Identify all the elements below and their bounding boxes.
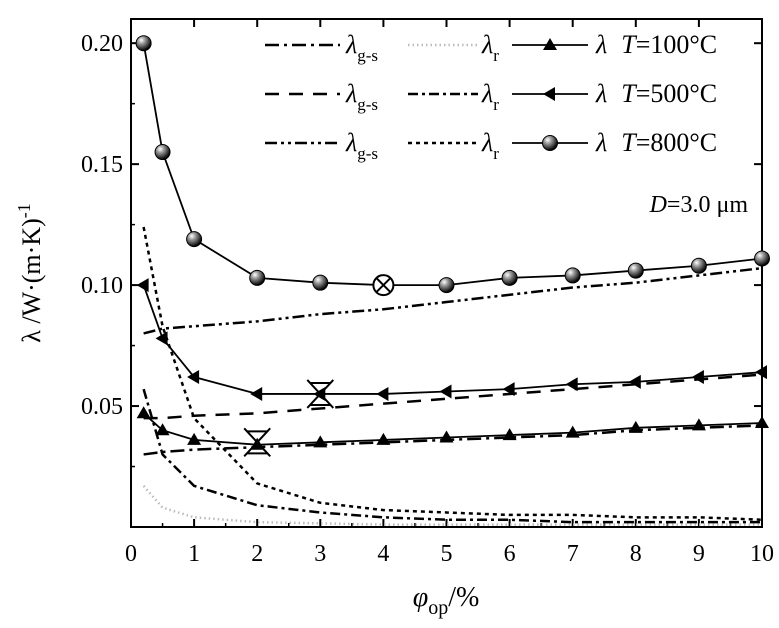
x-tick-label: 1 <box>188 541 200 567</box>
data-point <box>565 425 580 438</box>
legend-marker <box>543 87 555 101</box>
minimum-marker <box>372 274 395 297</box>
legend: λg-s λr λ T=100°C λg-s λr λ T=500°C λg-s λr λ T=800… <box>265 30 717 163</box>
data-point <box>376 432 391 445</box>
gas-solid-line <box>143 424 763 456</box>
legend-r-label: λr <box>481 30 499 65</box>
total-line <box>143 412 763 446</box>
radiative-line <box>142 388 762 524</box>
legend-total-label: λ T=500°C <box>595 79 717 108</box>
x-tick-label: 7 <box>567 541 579 567</box>
minimum-cross <box>306 379 335 409</box>
x-tick-label: 9 <box>693 541 705 567</box>
legend-gs-label: λg-s <box>345 128 378 163</box>
y-tick-label: 0.05 <box>81 394 123 420</box>
minimum-marker <box>243 427 271 458</box>
data-point <box>187 370 200 385</box>
diameter-annotation: D=3.0 μm <box>649 192 749 218</box>
data-point <box>186 231 203 248</box>
data-point <box>691 418 706 431</box>
legend-row-1: λg-s λr λ T=100°C <box>265 30 717 65</box>
data-point <box>628 374 641 389</box>
data-point <box>755 365 767 380</box>
legend-gs-label: λg-s <box>345 79 378 114</box>
x-tick-label: 10 <box>750 541 774 567</box>
data-point <box>312 274 329 291</box>
series-group-100C <box>136 406 769 526</box>
data-point <box>154 144 171 161</box>
data-point <box>135 35 152 52</box>
gas-solid-line <box>143 373 763 420</box>
y-axis-title: λ /W·(m·K)-1 <box>14 203 46 343</box>
data-point <box>155 331 168 346</box>
series-group-800C <box>135 35 770 521</box>
legend-row-2: λg-s λr λ T=500°C <box>265 79 717 114</box>
axes: 0 1 2 3 4 5 6 7 8 9 10 0.05 0.10 0.15 0.20 <box>81 19 774 567</box>
total-line <box>142 43 763 286</box>
x-tick-label: 6 <box>504 541 516 567</box>
total-line <box>142 284 763 395</box>
data-point <box>439 430 454 443</box>
data-point <box>755 415 769 428</box>
data-point <box>627 262 644 279</box>
data-point <box>439 384 452 399</box>
legend-marker <box>542 135 558 151</box>
x-tick-label: 5 <box>441 541 453 567</box>
data-point <box>438 277 455 294</box>
gas-solid-line <box>143 266 763 335</box>
data-point <box>376 386 389 401</box>
data-point <box>136 406 151 419</box>
data-point <box>628 420 643 433</box>
y-tick-label: 0.15 <box>81 152 123 178</box>
x-axis-title: φop/% <box>413 582 480 619</box>
data-point <box>501 269 518 286</box>
data-point <box>565 377 578 392</box>
minimum-cross <box>375 277 392 293</box>
minimum-cross <box>243 427 271 458</box>
legend-total-label: λ T=800°C <box>595 128 717 157</box>
data-point <box>564 267 581 284</box>
radiative-line <box>142 485 762 526</box>
legend-r-label: λr <box>481 79 499 114</box>
x-tick-label: 3 <box>314 541 326 567</box>
data-point <box>250 386 263 401</box>
data-point <box>187 432 202 445</box>
legend-gs-label: λg-s <box>345 30 378 65</box>
legend-r-label: λr <box>481 128 499 163</box>
x-tick-label: 8 <box>630 541 642 567</box>
legend-total-label: λ T=100°C <box>595 30 717 59</box>
series-group-500C <box>136 278 767 524</box>
x-tick-label: 2 <box>251 541 263 567</box>
minimum-marker <box>306 379 335 409</box>
legend-marker <box>543 38 557 50</box>
data-point <box>155 423 170 436</box>
data-point <box>691 370 704 385</box>
series-layer <box>135 35 770 526</box>
legend-row-3: λg-s λr λ T=800°C <box>265 128 717 163</box>
radiative-line <box>142 226 763 521</box>
data-point <box>313 435 328 448</box>
data-point <box>502 382 515 397</box>
y-tick-label: 0.10 <box>81 273 123 299</box>
x-tick-label: 0 <box>125 541 137 567</box>
data-point <box>754 250 770 267</box>
x-tick-label: 4 <box>377 541 389 567</box>
data-point <box>502 428 517 441</box>
data-point <box>690 257 707 274</box>
y-tick-label: 0.20 <box>81 31 123 57</box>
data-point <box>249 269 266 286</box>
data-point <box>136 278 149 293</box>
